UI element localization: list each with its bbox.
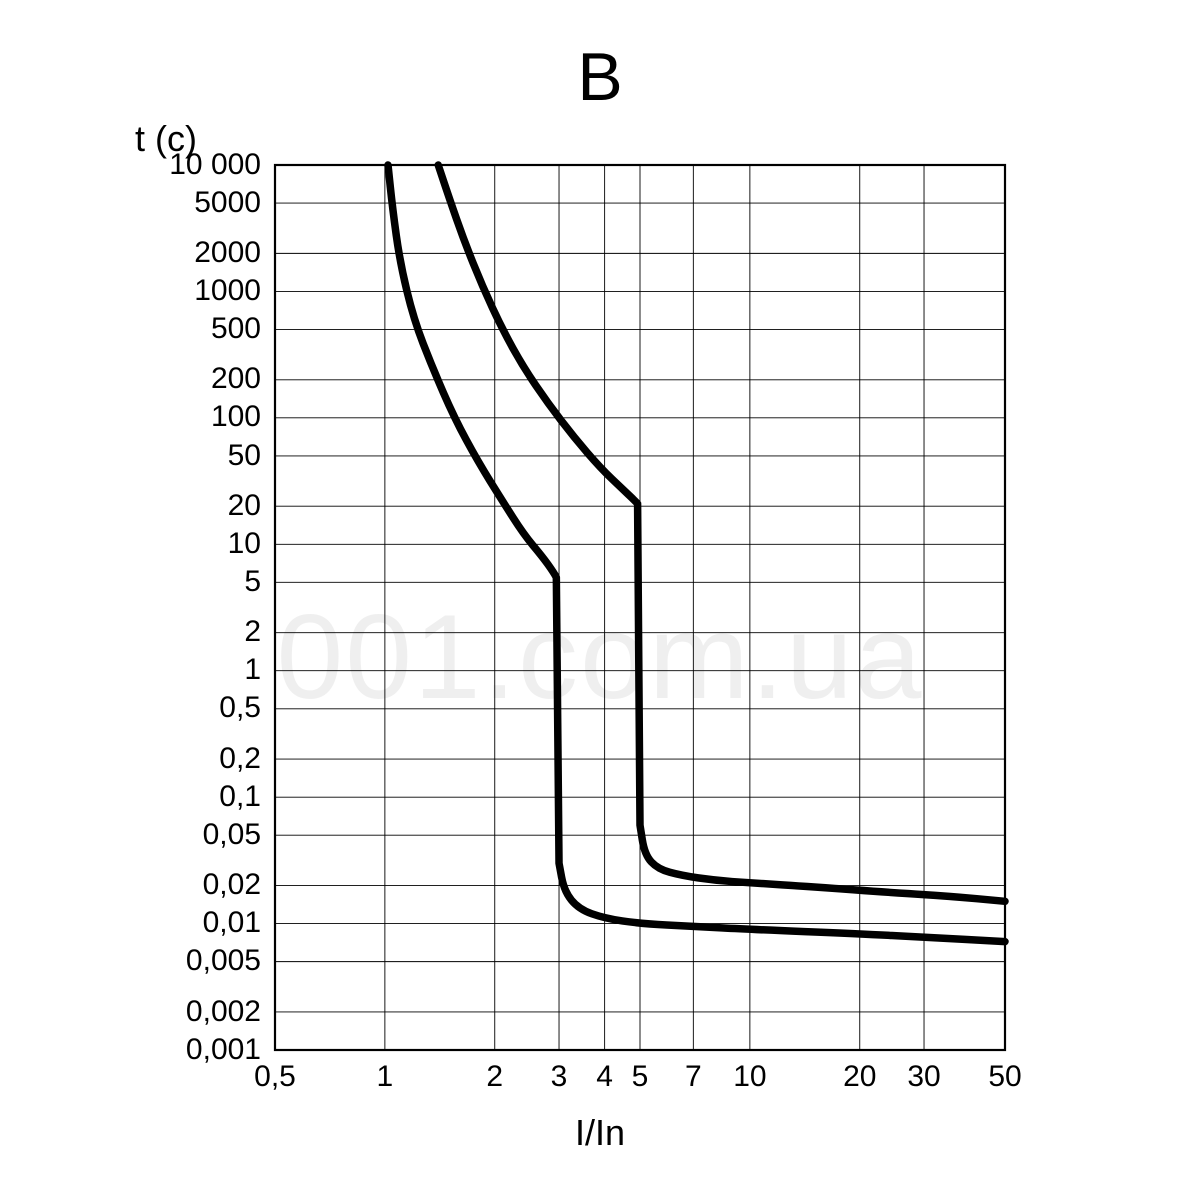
y-tick-label: 10 000 <box>169 148 261 182</box>
y-tick-label: 0,2 <box>219 742 261 776</box>
y-tick-label: 2000 <box>194 236 261 270</box>
x-tick-label: 50 <box>977 1060 1033 1094</box>
y-tick-label: 50 <box>228 439 261 473</box>
y-tick-label: 0,5 <box>219 691 261 725</box>
y-tick-label: 1000 <box>194 274 261 308</box>
y-tick-label: 0,05 <box>203 818 261 852</box>
x-tick-label: 30 <box>896 1060 952 1094</box>
y-tick-label: 0,1 <box>219 780 261 814</box>
x-tick-label: 7 <box>665 1060 721 1094</box>
y-tick-label: 20 <box>228 489 261 523</box>
y-tick-label: 100 <box>211 400 261 434</box>
y-tick-label: 2 <box>244 615 261 649</box>
y-tick-label: 200 <box>211 362 261 396</box>
y-tick-label: 5000 <box>194 186 261 220</box>
x-tick-label: 10 <box>722 1060 778 1094</box>
x-tick-label: 0,5 <box>247 1060 303 1094</box>
y-tick-label: 500 <box>211 312 261 346</box>
y-tick-label: 10 <box>228 527 261 561</box>
y-tick-label: 5 <box>244 565 261 599</box>
x-tick-label: 20 <box>832 1060 888 1094</box>
y-tick-label: 0,02 <box>203 868 261 902</box>
y-tick-label: 0,005 <box>186 944 261 978</box>
x-tick-label: 1 <box>357 1060 413 1094</box>
x-tick-label: 5 <box>612 1060 668 1094</box>
y-tick-label: 0,01 <box>203 906 261 940</box>
x-tick-label: 2 <box>467 1060 523 1094</box>
y-tick-label: 1 <box>244 653 261 687</box>
y-tick-label: 0,002 <box>186 995 261 1029</box>
